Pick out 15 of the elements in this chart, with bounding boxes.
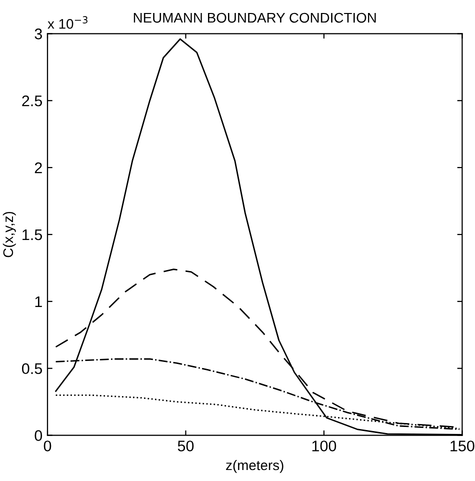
y-tick-label: 3 xyxy=(34,28,42,40)
y-tick-label: 1 xyxy=(35,296,42,307)
chart-title: NEUMANN BOUNDARY CONDICTION xyxy=(134,12,376,23)
x-axis-title: z(meters) xyxy=(226,460,284,473)
x-tick-label: 150 xyxy=(450,440,474,452)
y-tick-label: 2 xyxy=(34,162,42,174)
y-tick-label: 0.5 xyxy=(22,363,42,374)
text: x 10$^{−3}$ xyxy=(48,16,88,29)
x-tick-label: 0 xyxy=(44,440,52,452)
y-tick-label: 2.5 xyxy=(22,95,42,106)
x-tick-label: 50 xyxy=(178,440,194,452)
y-tick-label: 1.5 xyxy=(22,230,42,240)
y-axis-title: C(x,y,z) xyxy=(2,212,16,258)
x-tick-label: 100 xyxy=(312,440,336,452)
y-tick-label: 0 xyxy=(34,430,42,441)
